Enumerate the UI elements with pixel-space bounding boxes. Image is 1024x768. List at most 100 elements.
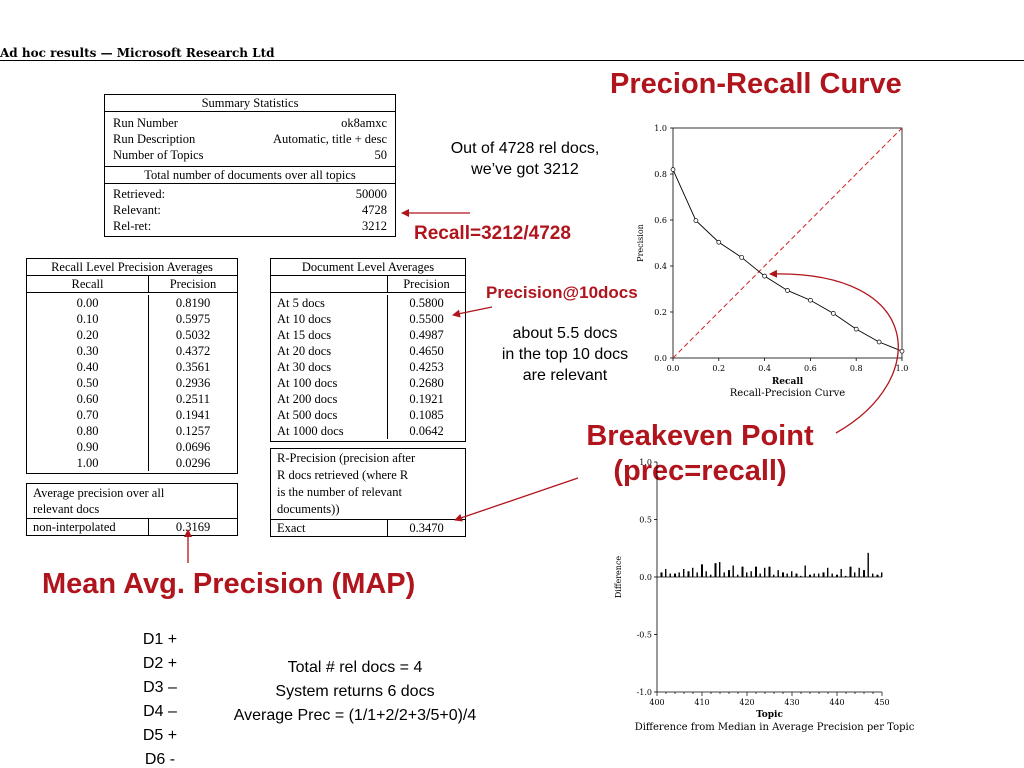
diff-bar — [696, 572, 698, 577]
exact-value: 0.3470 — [387, 520, 465, 536]
doc-precision-cell: 0.1921 — [387, 391, 465, 407]
diff-bar — [719, 562, 721, 577]
about-line2: in the top 10 docs — [501, 346, 629, 363]
diff-bar — [692, 567, 694, 577]
diff-bar — [723, 572, 725, 577]
col-header-precision: Precision — [148, 276, 237, 292]
diff-x-tick-label: 410 — [694, 698, 709, 707]
pr-data-point — [808, 297, 813, 303]
diff-bar — [831, 573, 833, 577]
pr-curve-svg: Precision Recall Recall-Precision Curve … — [636, 124, 909, 399]
table-row: Relevant: 4728 — [105, 202, 395, 218]
pr-y-tick-label: 1.0 — [654, 124, 667, 133]
pr-y-tick-label: 0.6 — [654, 216, 667, 225]
diff-bar — [777, 570, 779, 577]
breakeven-line2: (prec=recall) — [613, 455, 787, 487]
pr-x-axis-label: Recall — [772, 377, 804, 387]
summary-caption: Summary Statistics — [105, 95, 395, 112]
diff-bar — [728, 570, 730, 577]
pr-y-tick-label: 0.4 — [654, 262, 667, 271]
recall-table-caption: Recall Level Precision Averages — [27, 259, 237, 276]
diff-bar — [764, 567, 766, 577]
pr-curve-title: Precion-Recall Curve — [610, 68, 902, 100]
example-doc-list: D1 + D2 + D3 – D4 – D5 + D6 - — [120, 628, 200, 768]
pr-x-tick-label: 0.4 — [758, 364, 771, 373]
diff-bar — [795, 573, 798, 577]
diff-bar — [660, 572, 663, 577]
diff-bar — [665, 568, 667, 577]
diff-bar — [804, 565, 806, 577]
pr-data-point — [693, 218, 699, 223]
diff-bar — [741, 566, 744, 577]
list-item: D4 – — [143, 703, 177, 720]
diff-bar — [782, 572, 784, 577]
diff-bar — [863, 570, 865, 577]
precision-cell: 0.0296 — [148, 455, 237, 471]
row-label: Number of Topics — [113, 148, 204, 162]
doc-cutoff-cell: At 10 docs — [277, 312, 332, 326]
pr-y-tick-label: 0.0 — [654, 354, 667, 363]
difference-chart: Difference Topic Difference from Median … — [605, 455, 923, 750]
pr-x-tick-label: 0.6 — [804, 364, 817, 373]
diff-bar — [746, 572, 748, 577]
diff-bar — [818, 573, 820, 577]
doc-precision-cell: 0.2680 — [387, 375, 465, 391]
diff-bar — [858, 567, 860, 577]
doc-precision-cell: 0.5800 — [387, 295, 465, 311]
table-row: Run Description Automatic, title + desc — [105, 131, 395, 147]
recall-rows: 0.00 0.8190 0.10 0.5975 0.20 0.5032 0.30 0.4372… — [27, 293, 237, 471]
diff-x-tick-label: 430 — [784, 698, 799, 707]
pr-chart-title: Recall-Precision Curve — [730, 388, 846, 399]
rel-docs-line2: we’ve got 3212 — [471, 161, 579, 178]
doc-cutoff-cell: At 1000 docs — [277, 424, 344, 438]
avg-precision-table: Average precision over all relevant docs… — [26, 483, 238, 536]
pr-data-point — [716, 239, 722, 245]
list-item: D5 + — [142, 727, 178, 744]
diff-y-tick-label: -0.5 — [637, 631, 652, 640]
recall-cell: 0.40 — [76, 360, 99, 374]
pr-x-tick-label: 1.0 — [896, 364, 909, 373]
col-header-empty — [271, 276, 387, 292]
example-note: Total # rel docs = 4 System returns 6 do… — [205, 656, 505, 728]
diff-bar — [732, 565, 734, 577]
diff-bar — [836, 574, 838, 577]
diff-bar — [840, 568, 842, 577]
recall-cell: 0.50 — [76, 376, 99, 390]
rprec-line1: R-Precision (precision after — [277, 451, 416, 465]
rprec-arrow — [454, 477, 579, 522]
row-value: ok8amxc — [341, 116, 387, 130]
diff-bar — [786, 573, 788, 577]
diff-y-tick-label: 1.0 — [639, 458, 652, 467]
recall-precision-table: Recall Level Precision Averages Recall P… — [26, 258, 238, 474]
list-item: D3 – — [143, 679, 177, 696]
diff-bar — [800, 575, 802, 577]
table-row: Exact 0.3470 — [271, 520, 465, 536]
diff-bar — [849, 566, 852, 577]
diff-bar — [822, 572, 825, 577]
diff-bar — [813, 573, 815, 577]
noninterp-value: 0.3169 — [148, 519, 237, 535]
diff-y-axis-label: Difference — [614, 556, 623, 599]
recall-cell: 0.30 — [76, 344, 99, 358]
doc-cutoff-cell: At 5 docs — [277, 296, 325, 310]
diff-bar — [674, 573, 676, 577]
row-label: Rel-ret: — [113, 219, 152, 233]
rprec-line3: is the number of relevant — [277, 485, 402, 499]
system-returns-line: System returns 6 docs — [275, 683, 435, 700]
r-precision-table: R-Precision (precision after R docs retr… — [270, 448, 466, 537]
diff-y-tick-label: 0.0 — [639, 573, 652, 582]
avg-prec-line: Average Prec = (1/1+2/2+3/5+0)/4 — [233, 707, 477, 724]
doc-cutoff-cell: At 30 docs — [277, 360, 332, 374]
pr-data-point — [899, 348, 905, 354]
doc-precision-cell: 0.1085 — [387, 407, 465, 423]
about-note: about 5.5 docs in the top 10 docs are re… — [480, 323, 650, 386]
doc-precision-cell: 0.4253 — [387, 359, 465, 375]
exact-label: Exact — [277, 521, 306, 535]
pr-x-tick-label: 0.2 — [712, 364, 725, 373]
diff-x-tick-label: 440 — [829, 698, 844, 707]
diff-bar — [876, 574, 879, 577]
diff-bar — [710, 574, 712, 577]
precision-cell: 0.3561 — [148, 359, 237, 375]
diff-bar — [714, 563, 717, 577]
diff-x-tick-label: 450 — [874, 698, 889, 707]
